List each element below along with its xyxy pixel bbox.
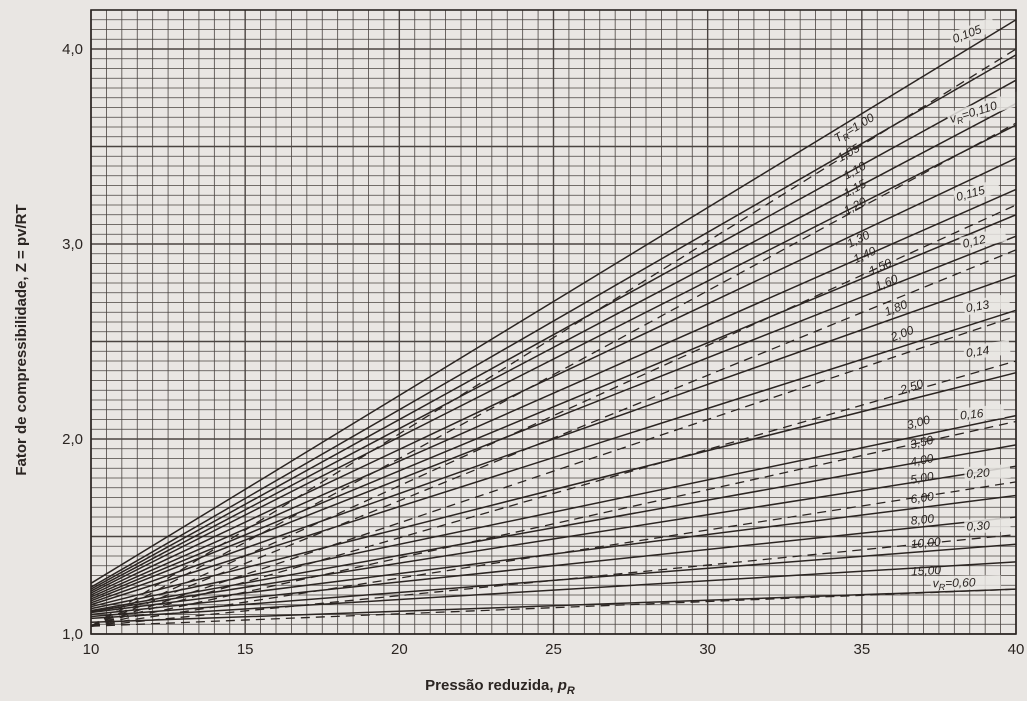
y-tick-label: 2,0	[62, 431, 83, 448]
vr-curve	[90, 204, 1017, 627]
tr-curve	[90, 188, 1017, 598]
tr-curve	[90, 157, 1017, 596]
tr-curve-label: 10,00	[910, 535, 941, 552]
vr-label-bg	[952, 179, 1001, 205]
vr-label-value: =0,110	[960, 98, 999, 122]
vr-curve-label: 0,30	[966, 518, 990, 533]
vr-curve	[90, 249, 1017, 627]
tr-curve	[90, 561, 1017, 620]
vr-curves	[90, 48, 1017, 627]
tr-curve-label: 3,50	[909, 433, 935, 452]
vr-label-bg	[957, 403, 1005, 423]
x-axis-title: Pressão reduzida, pR	[425, 677, 575, 696]
tr-label-prefix-sub: R	[841, 131, 852, 143]
vr-curve	[90, 420, 1017, 627]
vr-label-prefix: v	[948, 111, 959, 126]
x-tick-label: 15	[237, 641, 254, 658]
tr-curve	[90, 371, 1017, 608]
tr-curve	[90, 274, 1017, 604]
vr-curve	[90, 533, 1017, 627]
y-tick-label: 4,0	[62, 41, 83, 58]
plot-frame	[90, 9, 1017, 635]
tr-curve-label: 1,20	[841, 194, 868, 217]
tr-curve	[90, 414, 1017, 610]
vr-curve	[90, 588, 1017, 627]
vr-curve	[90, 315, 1017, 627]
vr-label-bg	[964, 517, 1011, 534]
vr-label-bg	[963, 463, 1011, 482]
axes: 10 15 20 25 30 35 40 1,0 2,0 3,0 4,0	[62, 9, 1025, 658]
x-tick-label: 35	[853, 641, 870, 658]
tr-curve-label: 8,00	[910, 511, 935, 527]
vr-curve-label: 0,13	[965, 297, 991, 315]
curve-labels: TR=1,001,051,101,151,201,301,401,501,601…	[832, 17, 1023, 592]
tr-curve-label: 1,80	[882, 297, 909, 319]
vr-label-bg	[946, 90, 1023, 127]
tr-curve	[90, 516, 1017, 616]
x-axis-title-subscript: R	[567, 685, 575, 696]
y-axis-title: Fator de compressibilidade, Z = pv/RT	[13, 204, 30, 475]
tr-curve-label: 6,00	[910, 489, 935, 506]
vr-curve	[90, 48, 1017, 627]
tr-curve	[90, 235, 1017, 602]
tr-curve	[90, 54, 1017, 588]
vr-label-bg	[930, 575, 1001, 591]
tr-curve-label: 5,00	[909, 469, 935, 487]
vr-curve	[90, 481, 1017, 627]
vr-curve-label: 0,12	[961, 232, 987, 251]
vr-curve-label: vR=0,60	[933, 575, 976, 592]
y-tick-label: 3,0	[62, 236, 83, 253]
tr-curve-label: 3,00	[905, 412, 931, 432]
vr-label-bg	[959, 227, 1008, 252]
x-axis-title-var: p	[557, 677, 567, 694]
x-tick-label: 30	[699, 641, 716, 658]
vr-curve-label: 0,20	[966, 465, 991, 481]
vr-label-bg	[948, 17, 997, 47]
x-tick-label: 40	[1008, 641, 1025, 658]
tr-curve	[90, 444, 1017, 612]
x-tick-label: 10	[83, 641, 100, 658]
tr-curve	[90, 543, 1017, 618]
tr-curve-label: 15,00	[911, 563, 942, 579]
vr-label-prefix: v	[933, 576, 940, 590]
tr-curve-label: 1,15	[841, 176, 868, 199]
vr-label-bg	[962, 293, 1011, 316]
tr-curves	[90, 19, 1017, 624]
vr-curve-label: 0,115	[955, 183, 987, 204]
vr-curve-label: 0,16	[959, 406, 984, 422]
tr-curve	[90, 465, 1017, 613]
y-tick-label: 1,0	[62, 626, 83, 643]
vr-curve-label: 0,14	[965, 343, 990, 360]
x-axis-title-text: Pressão reduzida,	[425, 677, 558, 694]
tr-curve-label: 4,00	[909, 451, 935, 469]
vr-label-prefix-sub: R	[956, 115, 966, 127]
tr-curve	[90, 124, 1017, 594]
tr-curve	[90, 214, 1017, 600]
tr-curve	[90, 79, 1017, 590]
tr-curve	[90, 102, 1017, 592]
x-tick-label: 25	[545, 641, 562, 658]
vr-curve	[90, 122, 1017, 627]
tr-curve	[90, 19, 1017, 584]
vr-label-bg	[963, 340, 1011, 361]
x-tick-label: 20	[391, 641, 408, 658]
vr-label-prefix-sub: R	[939, 582, 946, 592]
vr-label-value: =0,60	[945, 575, 976, 590]
tr-curve-label: 2,50	[898, 376, 926, 397]
vr-curve	[90, 360, 1017, 627]
